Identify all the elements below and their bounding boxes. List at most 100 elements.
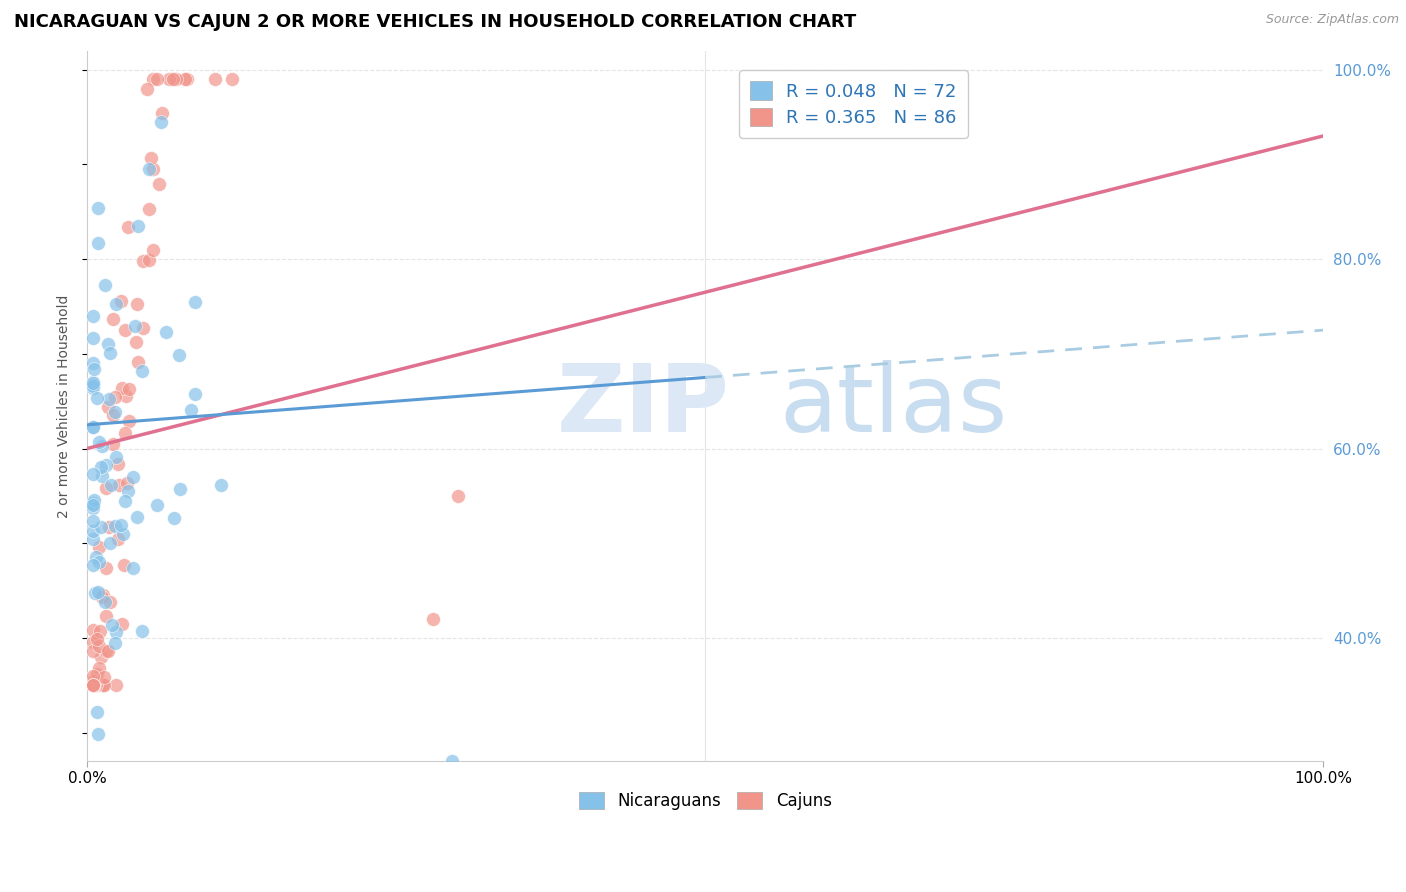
Point — [118, 414, 141, 428]
Legend: Nicaraguans, Cajuns: Nicaraguans, Cajuns — [572, 785, 838, 817]
Point — [86, 705, 108, 719]
Point — [104, 636, 127, 650]
Point — [127, 510, 149, 524]
Point — [112, 558, 135, 572]
Point — [83, 678, 105, 692]
Point — [87, 639, 110, 653]
Point — [107, 532, 129, 546]
Point — [97, 644, 120, 658]
Point — [142, 72, 165, 87]
Point — [87, 540, 110, 554]
Point — [87, 236, 110, 251]
Point — [114, 494, 136, 508]
Point — [117, 219, 139, 234]
Point — [93, 678, 115, 692]
Point — [98, 392, 121, 406]
Point — [138, 252, 160, 267]
Point — [98, 346, 121, 360]
Point — [93, 670, 115, 684]
Point — [82, 376, 104, 390]
Y-axis label: 2 or more Vehicles in Household: 2 or more Vehicles in Household — [58, 294, 72, 517]
Point — [110, 293, 132, 308]
Point — [82, 498, 104, 512]
Point — [91, 588, 114, 602]
Point — [94, 561, 117, 575]
Point — [87, 584, 110, 599]
Point — [87, 555, 110, 569]
Point — [82, 669, 104, 683]
Point — [83, 678, 105, 692]
Point — [87, 726, 110, 740]
Point — [104, 518, 127, 533]
Point — [221, 72, 243, 87]
Point — [148, 177, 170, 191]
Point — [125, 296, 148, 310]
Point — [114, 425, 136, 440]
Point — [98, 520, 121, 534]
Point — [82, 623, 104, 637]
Point — [82, 678, 104, 692]
Point — [142, 161, 165, 176]
Point — [82, 309, 104, 323]
Point — [184, 386, 207, 401]
Point — [83, 493, 105, 508]
Point — [117, 483, 139, 498]
Point — [138, 202, 160, 217]
Point — [93, 678, 115, 692]
Point — [90, 590, 112, 604]
Point — [131, 364, 153, 378]
Point — [83, 678, 105, 692]
Point — [104, 297, 127, 311]
Point — [82, 532, 104, 546]
Point — [86, 632, 108, 647]
Point — [122, 561, 145, 575]
Point — [131, 624, 153, 638]
Point — [155, 325, 177, 339]
Text: ZIP: ZIP — [557, 359, 730, 452]
Point — [82, 678, 104, 692]
Point — [94, 609, 117, 624]
Point — [90, 439, 112, 453]
Point — [82, 644, 104, 658]
Point — [82, 678, 104, 692]
Point — [165, 72, 187, 87]
Point — [142, 243, 165, 257]
Point — [107, 457, 129, 471]
Point — [167, 348, 190, 362]
Point — [101, 408, 124, 422]
Point — [89, 435, 111, 450]
Point — [82, 467, 104, 482]
Point — [173, 72, 195, 87]
Point — [94, 277, 117, 292]
Point — [86, 667, 108, 681]
Point — [83, 362, 105, 376]
Point — [422, 612, 444, 626]
Point — [122, 470, 145, 484]
Point — [98, 595, 121, 609]
Point — [82, 558, 104, 573]
Point — [163, 511, 186, 525]
Point — [125, 334, 148, 349]
Point — [82, 330, 104, 344]
Point — [94, 644, 117, 658]
Point — [157, 72, 180, 87]
Point — [127, 219, 149, 234]
Point — [98, 535, 121, 549]
Point — [89, 624, 111, 638]
Point — [82, 678, 104, 692]
Point — [105, 450, 128, 464]
Point — [82, 419, 104, 434]
Point — [83, 585, 105, 599]
Point — [82, 524, 104, 538]
Point — [139, 151, 162, 165]
Point — [150, 106, 173, 120]
Point — [104, 405, 127, 419]
Point — [82, 376, 104, 390]
Point — [145, 498, 167, 512]
Point — [82, 377, 104, 392]
Point — [146, 72, 169, 87]
Point — [82, 356, 104, 370]
Point — [82, 678, 104, 692]
Point — [447, 489, 470, 503]
Point — [86, 550, 108, 565]
